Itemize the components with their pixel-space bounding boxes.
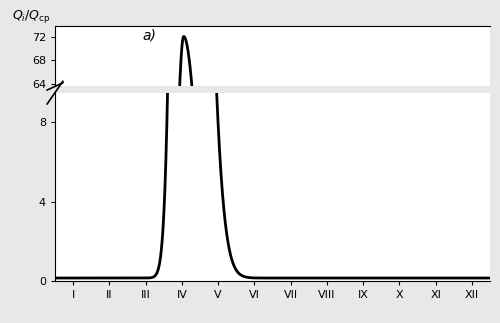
Text: $Q_i/Q_{\mathrm{cp}}$: $Q_i/Q_{\mathrm{cp}}$ [12,8,50,25]
Text: a): a) [142,29,156,43]
